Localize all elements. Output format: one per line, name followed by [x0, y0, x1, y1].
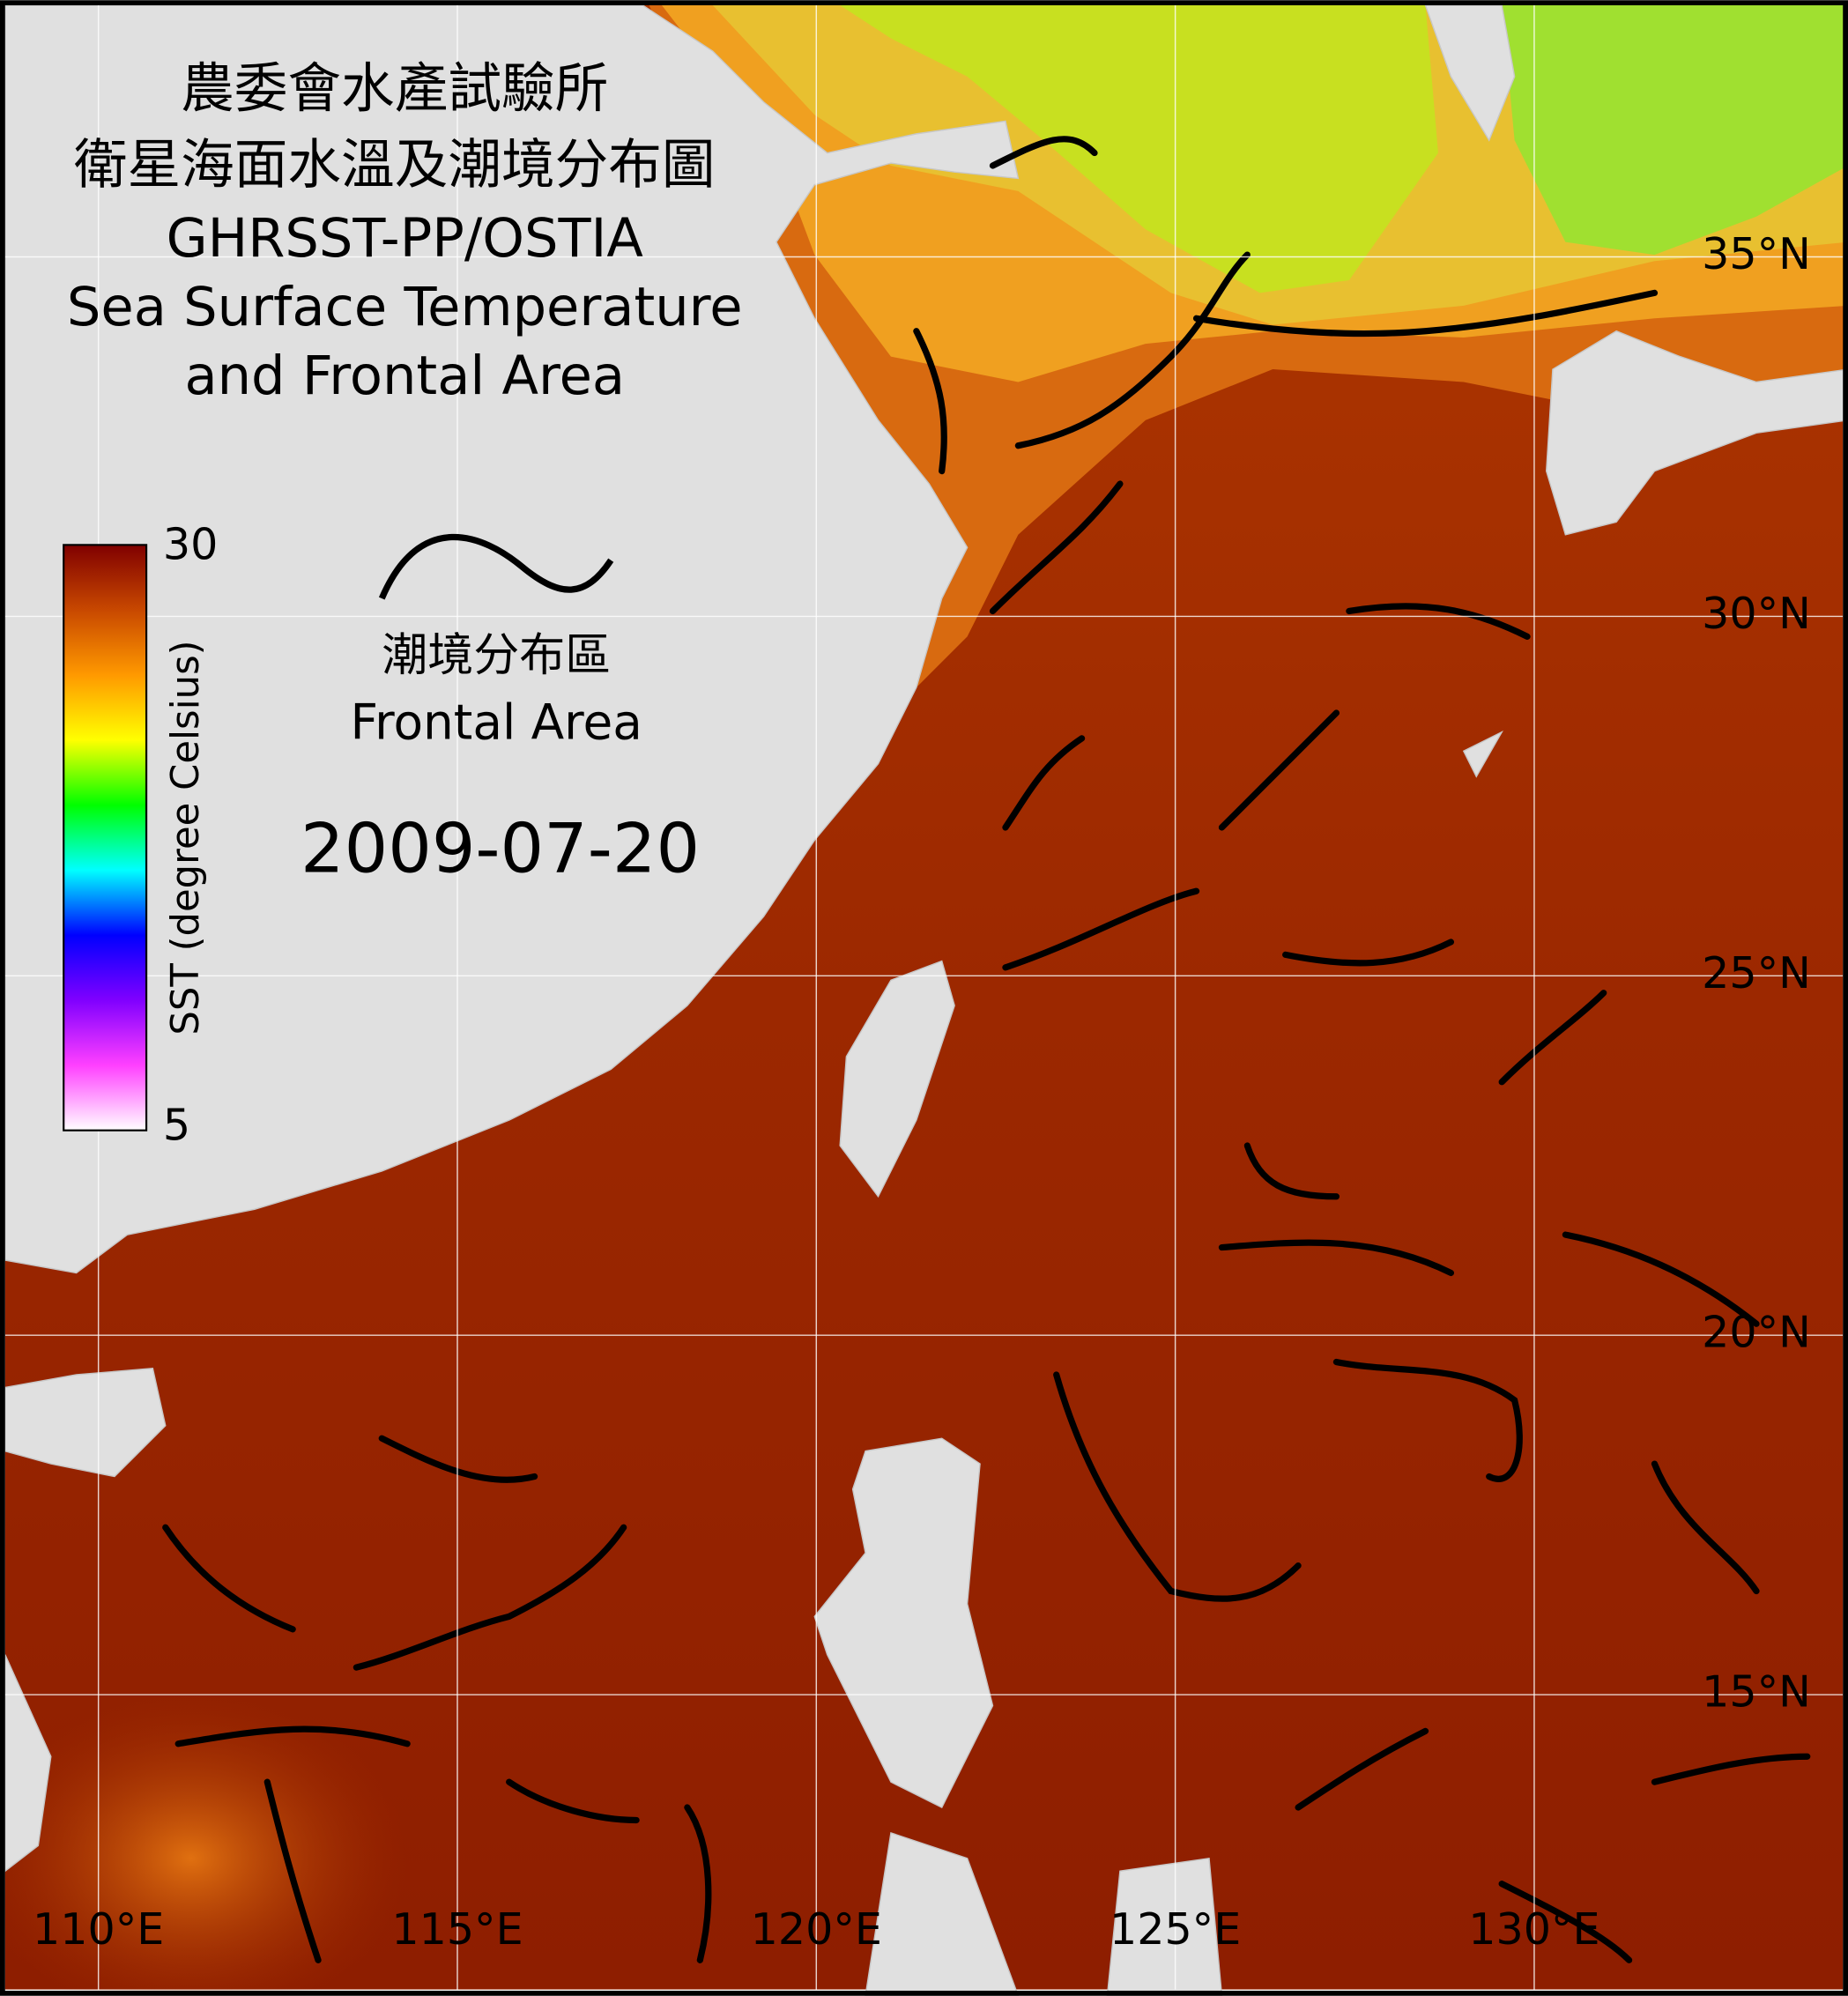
legend: 潮境分布區 Frontal Area	[351, 533, 642, 751]
lon-label: 120°E	[751, 1903, 882, 1955]
date: 2009-07-20	[301, 809, 700, 888]
title-en-2: Sea Surface Temperature	[67, 277, 743, 338]
legend-zh: 潮境分布區	[382, 629, 611, 682]
colorbar: SST (degree Celsius) 5 30	[63, 519, 218, 1150]
title-zh-1: 農委會水產試驗所	[181, 58, 608, 120]
colorbar-tick-label: 5	[163, 1099, 190, 1150]
lat-label: 30°N	[1702, 588, 1811, 639]
frontal-lines	[162, 136, 1811, 1963]
lat-label: 15°N	[1702, 1666, 1811, 1718]
lat-label: 20°N	[1702, 1307, 1811, 1358]
lon-label: 115°E	[391, 1903, 523, 1955]
land	[4, 4, 1848, 1996]
title-zh-2: 衛星海面水溫及潮境分布圖	[74, 134, 716, 196]
title-block: 農委會水產試驗所 衛星海面水溫及潮境分布圖 GHRSST-PP/OSTIA Se…	[67, 58, 743, 407]
title-en-3: and Frontal Area	[184, 345, 625, 407]
lon-label: 110°E	[33, 1903, 164, 1955]
lon-label: 130°E	[1468, 1903, 1599, 1955]
graticule: 110°E 115°E 120°E 125°E 130°E 35°N 30°N 25°N 20°…	[4, 5, 1844, 1990]
lat-label: 35°N	[1702, 228, 1811, 279]
colorbar-label: SST (degree Celsius)	[164, 640, 208, 1035]
lat-label: 25°N	[1702, 947, 1811, 998]
legend-symbol	[378, 533, 614, 600]
legend-en: Frontal Area	[351, 694, 642, 751]
lon-label: 125°E	[1110, 1903, 1241, 1955]
colorbar-tick-label: 30	[163, 519, 218, 570]
colorbar-ramp	[63, 544, 148, 1132]
title-en-1: GHRSST-PP/OSTIA	[167, 208, 643, 270]
